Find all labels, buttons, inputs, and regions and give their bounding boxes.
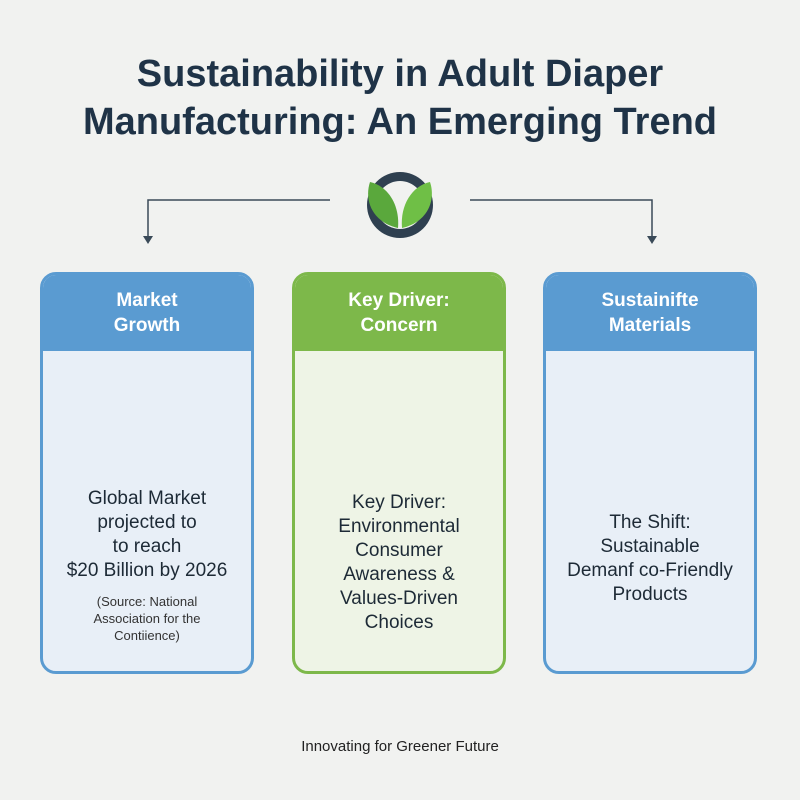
card-title: Concern: [360, 315, 438, 336]
title: Sustainability in Adult Diaper Manufactu…: [0, 50, 800, 146]
body-line: Values-Driven: [340, 588, 458, 609]
connectors: [147, 199, 653, 240]
card-body: Key Driver: Environmental Consumer Aware…: [295, 491, 503, 635]
card-body: Global Market projected to to reach $20 …: [43, 487, 251, 583]
source-line: (Source: National: [96, 594, 198, 609]
connector: [470, 199, 653, 240]
card: Key Driver: Concern Key Driver: Environm…: [292, 272, 506, 674]
body-line: The Shift:: [609, 512, 691, 533]
body-line: Environmental: [338, 516, 460, 537]
source-line: Association for the: [93, 611, 201, 626]
body-line: Key Driver:: [352, 492, 446, 513]
connector: [147, 199, 330, 240]
body-line: to reach: [112, 536, 182, 557]
card-title: Growth: [113, 315, 181, 336]
body-line: Choices: [364, 612, 434, 633]
body-line: $20 Billion by 2026: [66, 560, 228, 581]
body-line: Products: [612, 584, 688, 605]
card-title: Sustainifte: [601, 290, 699, 311]
body-line: projected to: [97, 512, 197, 533]
card-source: (Source: National Association for the Co…: [43, 593, 251, 644]
title-line: Manufacturing: An Emerging Trend: [82, 101, 718, 143]
footer: Innovating for Greener Future: [301, 738, 499, 755]
card-body: The Shift: Sustainable Demanf co-Friendl…: [546, 511, 754, 607]
leaf: [368, 182, 399, 228]
body-line: Awareness &: [343, 564, 455, 585]
body-line: Demanf co-Friendly: [567, 560, 733, 581]
card-title: Key Driver:: [348, 290, 450, 311]
body-line: Consumer: [355, 540, 443, 561]
body-line: Sustainable: [600, 536, 700, 557]
card-header: Sustainifte Materials: [546, 275, 754, 351]
card: Sustainifte Materials The Shift: Sustain…: [543, 272, 757, 674]
card-header: Market Growth: [43, 275, 251, 351]
card: Market Growth Global Market projected to…: [40, 272, 254, 674]
card-header: Key Driver: Concern: [295, 275, 503, 351]
leaf: [401, 182, 432, 228]
title-line: Sustainability in Adult Diaper: [136, 53, 664, 95]
source-line: Contiience): [114, 628, 180, 643]
card-title: Market: [116, 290, 178, 311]
body-line: Global Market: [87, 488, 207, 509]
card-title: Materials: [608, 315, 692, 336]
